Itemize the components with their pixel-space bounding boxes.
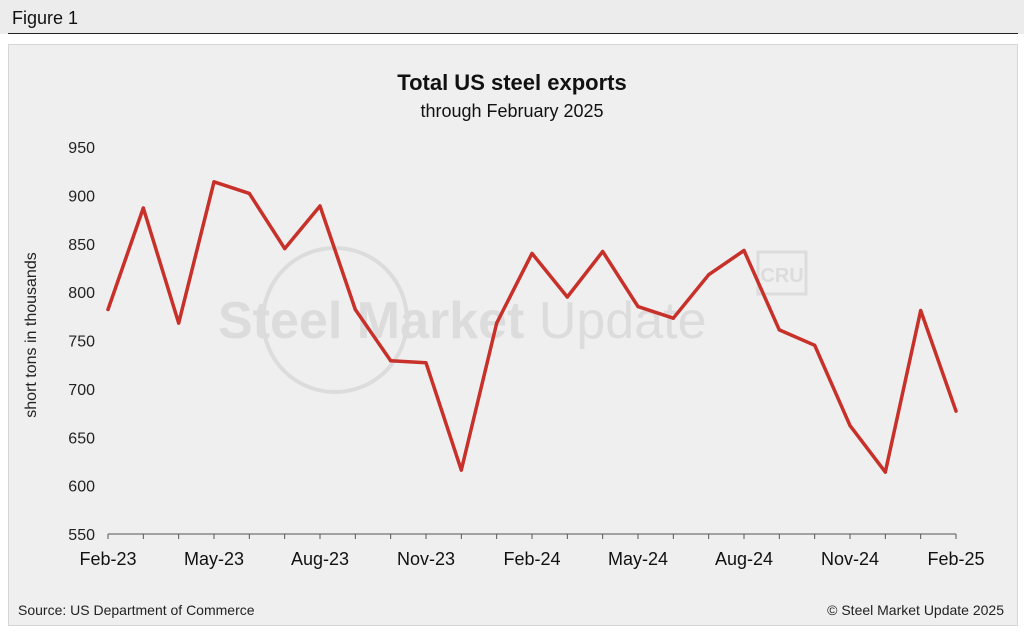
y-tick-label: 700	[68, 382, 95, 399]
chart-subtitle: through February 2025	[420, 101, 603, 121]
x-tick-label: May-24	[608, 549, 668, 569]
data-point	[848, 424, 852, 428]
chart-title: Total US steel exports	[397, 70, 626, 95]
x-tick-label: May-23	[184, 549, 244, 569]
x-tick-label: Feb-24	[503, 549, 560, 569]
series-group	[106, 180, 958, 474]
header-rule	[8, 33, 1018, 34]
data-point	[636, 305, 640, 309]
data-point	[318, 204, 322, 208]
data-point	[389, 359, 393, 363]
data-point	[777, 328, 781, 332]
data-point	[459, 468, 463, 472]
data-point	[601, 249, 605, 254]
y-axis-ticks: 550 600 650 700 750 800 850 900 950	[68, 140, 95, 544]
x-tick-label: Nov-23	[397, 549, 455, 569]
y-axis-label: short tons in thousands	[23, 252, 40, 417]
data-point	[106, 307, 110, 312]
data-point	[353, 307, 357, 312]
data-point	[671, 316, 675, 320]
figure-header: Figure 1	[0, 0, 1024, 34]
figure-label: Figure 1	[12, 8, 79, 28]
data-point	[177, 321, 181, 325]
x-tick-label: Aug-23	[291, 549, 349, 569]
x-tick-label: Feb-25	[927, 549, 984, 569]
data-point	[919, 308, 923, 313]
y-tick-label: 850	[68, 237, 95, 254]
data-point	[247, 191, 251, 196]
data-point	[565, 295, 569, 299]
watermark-text: Steel Market Update	[218, 292, 707, 350]
watermark-text-light: Update	[524, 292, 706, 350]
x-tick-label: Aug-24	[715, 549, 773, 569]
y-tick-label: 900	[68, 188, 95, 205]
y-tick-label: 650	[68, 430, 95, 447]
data-point	[212, 180, 216, 184]
data-point	[530, 251, 534, 256]
data-point	[424, 361, 428, 365]
watermark-text-bold: Steel Market	[218, 292, 524, 350]
watermark-badge-frame	[756, 250, 808, 296]
data-point	[813, 343, 817, 347]
data-point	[954, 409, 958, 413]
chart-panel	[8, 44, 1018, 626]
y-tick-label: 550	[68, 527, 95, 544]
y-tick-label: 950	[68, 140, 95, 157]
copyright-note: © Steel Market Update 2025	[827, 602, 1004, 618]
x-axis: Feb-23 May-23 Aug-23 Nov-23 Feb-24 May-24 Aug-…	[79, 533, 985, 569]
data-point	[883, 470, 887, 474]
x-tick-label: Nov-24	[821, 549, 879, 569]
y-tick-label: 800	[68, 285, 95, 302]
data-point	[141, 206, 145, 210]
data-point	[495, 321, 499, 325]
y-tick-label: 600	[68, 479, 95, 496]
y-tick-label: 750	[68, 334, 95, 351]
data-point	[283, 246, 287, 251]
data-point	[707, 273, 711, 277]
watermark-badge-text: CRU	[760, 265, 803, 287]
x-tick-label: Feb-23	[79, 549, 136, 569]
source-note: Source: US Department of Commerce	[18, 602, 255, 618]
data-point	[742, 248, 746, 253]
